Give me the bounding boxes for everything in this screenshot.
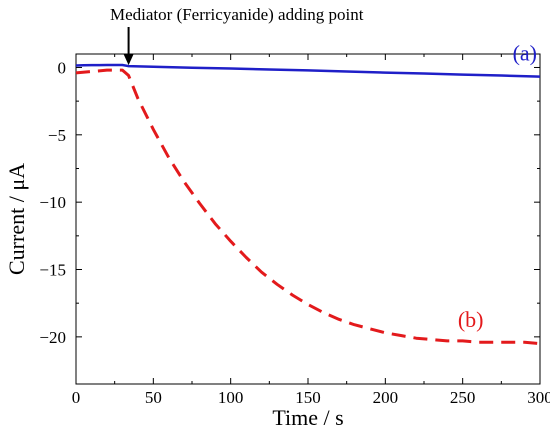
x-tick-label-4: 200 xyxy=(373,388,399,407)
series-line-0 xyxy=(75,63,541,78)
series-line-1 xyxy=(75,68,541,346)
x-axis-title: Time / s xyxy=(272,405,343,430)
y-tick-label-0: 0 xyxy=(58,58,67,77)
x-tick-label-1: 50 xyxy=(145,388,162,407)
series-label-a: (a) xyxy=(513,41,537,66)
plot-area: 0 50 100 150 200 250 300 0 −5 −10 −15 −20 Time / s Cu… xyxy=(4,5,550,430)
plot-frame xyxy=(75,53,541,385)
annotation-label: Mediator (Ferricyanide) adding point xyxy=(110,5,364,24)
x-tick-label-2: 100 xyxy=(218,388,244,407)
y-tick-label-1: −5 xyxy=(48,126,66,145)
y-tick-label-4: −20 xyxy=(39,328,66,347)
x-tick-label-0: 0 xyxy=(72,388,81,407)
annotation-arrow-head xyxy=(123,54,134,66)
x-tick-label-6: 300 xyxy=(527,388,550,407)
y-tick-label-3: −15 xyxy=(39,261,66,280)
x-tick-label-3: 150 xyxy=(295,388,321,407)
series-label-b: (b) xyxy=(458,307,484,332)
y-tick-label-2: −10 xyxy=(39,193,66,212)
x-tick-label-5: 250 xyxy=(450,388,476,407)
y-axis-title: Current / μA xyxy=(4,163,29,275)
